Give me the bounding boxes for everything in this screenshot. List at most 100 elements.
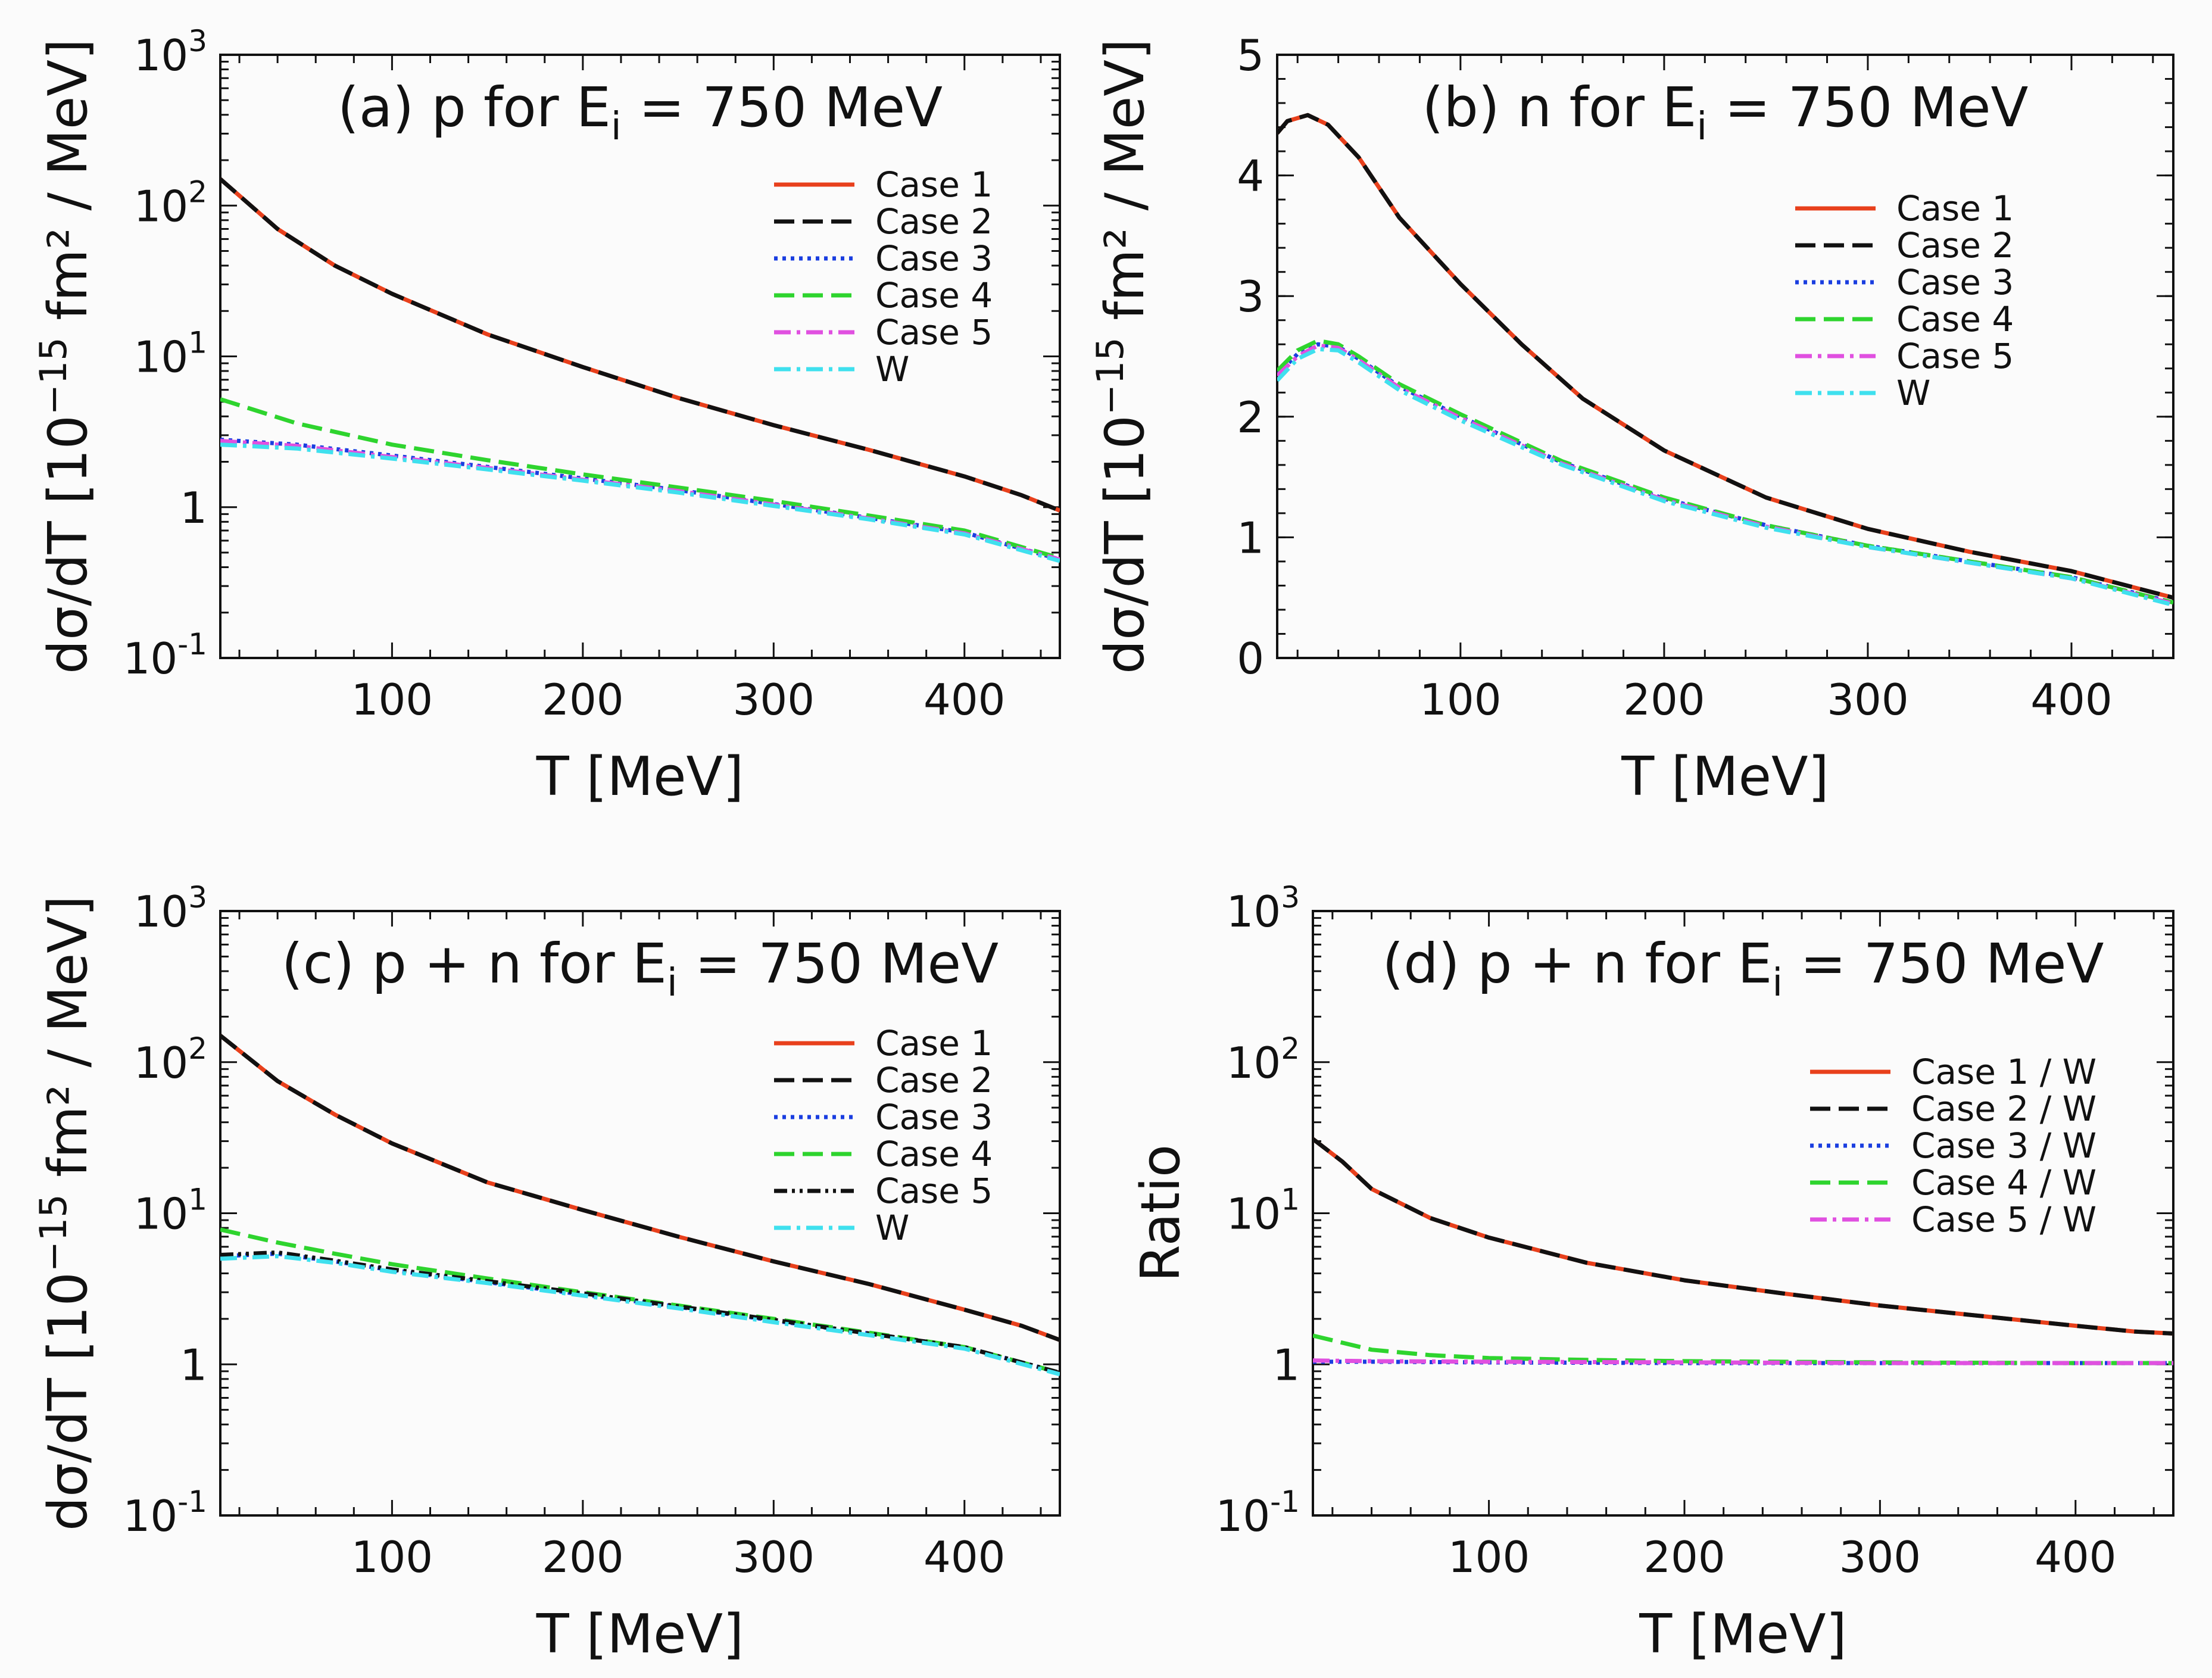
legend-label: Case 4 / W [1911, 1162, 2096, 1203]
y-tick-label: 3 [1237, 272, 1264, 322]
legend-label: Case 2 / W [1911, 1088, 2096, 1129]
y-tick-base: 10 [123, 1491, 178, 1541]
plot-frame [1312, 910, 2174, 1517]
y-tick-base: 1 [1237, 513, 1264, 563]
legend-label: Case 4 [875, 275, 993, 316]
y-tick-label: 102 [134, 174, 207, 231]
panel-title: (a) p for Ei = 750 MeV [338, 76, 943, 149]
panel-title-subscript: i [1696, 105, 1707, 149]
y-tick-label: 102 [134, 1031, 207, 1088]
y-axis-label: Ratio [1130, 1144, 1192, 1282]
panel-title-main: (b) n for E [1422, 76, 1697, 139]
panel-title-main: (c) p + n for E [282, 932, 667, 996]
y-tick-label: 103 [134, 24, 207, 80]
legend-label: Case 3 / W [1911, 1125, 2096, 1166]
y-tick-exponent: 2 [188, 1031, 207, 1066]
plot-frame [1276, 54, 2174, 659]
y-tick-label: 5 [1237, 30, 1264, 80]
y-tick-label: 2 [1237, 392, 1264, 442]
y-tick-exponent: -1 [177, 1484, 207, 1519]
y-axis-label-tail: fm² / MeV] [37, 896, 99, 1194]
y-tick-exponent: -1 [1270, 1484, 1300, 1519]
legend-label: Case 5 [875, 1171, 993, 1211]
x-tick-label: 200 [1643, 1532, 1725, 1582]
series-group [1313, 1137, 2173, 1365]
legend-label: Case 3 [875, 238, 993, 279]
plot-frame [219, 910, 1061, 1517]
series-line-case-5-w [1313, 1358, 2173, 1365]
y-tick-base: 10 [123, 634, 178, 684]
panel-title: (c) p + n for Ei = 750 MeV [282, 932, 999, 1005]
series-group [220, 1034, 1060, 1377]
y-tick-base: 10 [134, 887, 189, 937]
x-axis-label: T [MeV] [1621, 746, 1829, 808]
y-axis-label-exponent: −15 [32, 337, 75, 415]
x-axis-label: T [MeV] [536, 1603, 744, 1665]
panel-title-subscript: i [667, 961, 678, 1005]
y-tick-base: 0 [1237, 634, 1264, 684]
x-axis-label: T [MeV] [536, 746, 744, 808]
legend-label: Case 4 [875, 1134, 993, 1174]
y-tick-exponent: 2 [1281, 1031, 1300, 1066]
y-axis-label: dσ/dT [10−15 fm² / MeV] [32, 896, 99, 1531]
legend-label: Case 1 / W [1911, 1052, 2096, 1092]
x-tick-label: 400 [2035, 1532, 2116, 1582]
series-line-case-2-w [1313, 1137, 2173, 1336]
y-tick-label: 1 [180, 1340, 207, 1390]
panel-title-subscript: i [611, 105, 622, 149]
series-line-case-2 [1277, 113, 2173, 600]
y-tick-label: 103 [1227, 880, 1300, 937]
y-tick-base: 10 [1216, 1491, 1271, 1541]
panel-title-main: (d) p + n for E [1383, 932, 1773, 996]
series-line-w [220, 1254, 1060, 1377]
y-tick-label: 10-1 [123, 627, 207, 684]
panel-title-main: (a) p for E [338, 76, 611, 139]
y-tick-label: 1 [1272, 1340, 1300, 1390]
y-tick-label: 4 [1237, 151, 1264, 201]
y-axis-label-main: dσ/dT [10 [37, 415, 99, 674]
y-tick-exponent: 1 [188, 326, 207, 360]
y-tick-label: 1 [1237, 513, 1264, 563]
y-tick-label: 102 [1227, 1031, 1300, 1088]
series-line-case-2 [220, 1034, 1060, 1342]
x-tick-label: 200 [542, 675, 623, 725]
panel-title-tail: = 750 MeV [1783, 932, 2104, 996]
y-axis-label-main: Ratio [1130, 1144, 1192, 1282]
y-tick-base: 10 [1227, 1038, 1281, 1088]
legend-label: Case 2 [875, 1060, 993, 1100]
x-tick-label: 200 [1623, 675, 1705, 725]
y-tick-base: 2 [1237, 392, 1264, 442]
series-line-case-4 [1277, 338, 2173, 605]
y-tick-exponent: 3 [188, 24, 207, 58]
legend-label: Case 3 [875, 1097, 993, 1137]
y-axis-label-exponent: −15 [1088, 337, 1132, 415]
y-axis-label-main: dσ/dT [10 [1094, 415, 1156, 674]
series-group [1277, 113, 2173, 607]
y-tick-exponent: 1 [1281, 1183, 1300, 1217]
y-axis-label-main: dσ/dT [10 [37, 1272, 99, 1531]
legend-label: W [875, 1208, 909, 1248]
panel-title: (d) p + n for Ei = 750 MeV [1383, 932, 2104, 1005]
x-axis-label: T [MeV] [1639, 1603, 1846, 1665]
y-tick-base: 10 [134, 1189, 189, 1239]
panel-title-tail: = 750 MeV [622, 76, 943, 139]
x-tick-label: 300 [733, 675, 815, 725]
x-tick-label: 400 [924, 1532, 1005, 1582]
y-tick-base: 10 [134, 1038, 189, 1088]
y-tick-exponent: -1 [177, 627, 207, 662]
panel-title: (b) n for Ei = 750 MeV [1422, 76, 2029, 149]
y-tick-label: 10-1 [1216, 1484, 1300, 1541]
legend-label: Case 5 [1896, 336, 2014, 376]
y-axis-label-exponent: −15 [32, 1194, 75, 1272]
series-group [220, 177, 1060, 563]
y-tick-base: 10 [134, 30, 189, 80]
y-tick-base: 1 [180, 483, 207, 533]
legend-label: W [1896, 373, 1930, 413]
